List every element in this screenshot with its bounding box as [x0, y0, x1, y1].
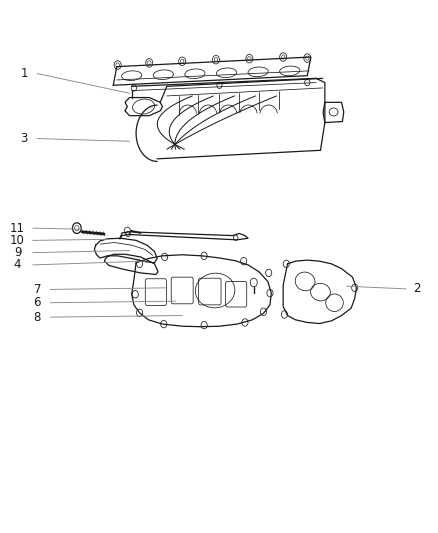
Text: 2: 2 — [412, 282, 420, 295]
Text: 9: 9 — [14, 246, 21, 259]
Text: 7: 7 — [33, 283, 41, 296]
Text: 10: 10 — [10, 234, 25, 247]
Text: 4: 4 — [14, 259, 21, 271]
Text: 11: 11 — [10, 222, 25, 235]
Text: 6: 6 — [33, 296, 41, 309]
Text: 1: 1 — [20, 67, 28, 80]
Text: 8: 8 — [34, 311, 41, 324]
Text: 3: 3 — [21, 132, 28, 145]
